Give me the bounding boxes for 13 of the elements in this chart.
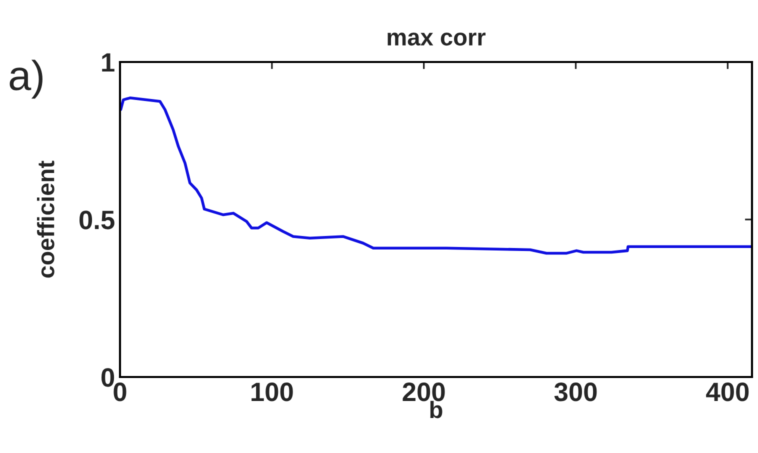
x-axis-title: b [430, 400, 442, 418]
x-tick-label: 400 [706, 382, 749, 402]
y-tick-label: 1 [102, 53, 114, 72]
x-tick-label: 300 [554, 382, 597, 402]
text: a) [10, 60, 42, 99]
y-tick-label: 0 [102, 368, 114, 387]
x-tick-label: 200 [402, 382, 445, 402]
x-tick-label: 0 [114, 382, 126, 402]
y-tick-label: 0.5 [80, 210, 114, 230]
y-axis-title: coefficient [37, 160, 54, 278]
line-series [120, 96, 752, 255]
chart-title: max corr [388, 32, 486, 46]
x-tick-label: 100 [252, 382, 293, 402]
